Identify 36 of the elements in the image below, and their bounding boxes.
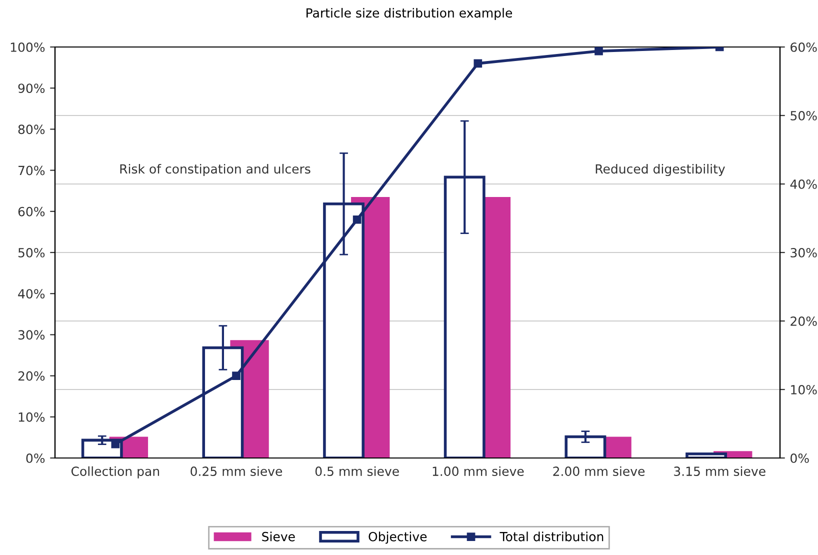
bar (686, 452, 728, 458)
x-tick-label: 2.00 mm sieve (553, 466, 645, 476)
point (474, 59, 482, 68)
y-tick-label: 100% (10, 42, 45, 52)
y-tick-label: 60% (18, 206, 45, 216)
x-tick-label: 1.00 mm sieve (432, 466, 524, 476)
annotation: Reduced digestibility (596, 164, 725, 176)
y2-tick-label: 60% (790, 42, 817, 52)
x-tick-label: 0.5 mm sieve (315, 466, 399, 476)
y-tick-label: 10% (18, 412, 45, 422)
y-tick-label: 70% (18, 166, 45, 176)
y-tick-label: 0% (26, 453, 45, 463)
y2-tick-label: 10% (791, 384, 817, 394)
bar (564, 435, 606, 458)
x-tick-label: 0.25 mm sieve (190, 466, 282, 476)
x-tick-label: Collection pan (71, 466, 160, 478)
y-tick-label: 30% (18, 330, 45, 340)
y-tick-label: 90% (18, 84, 45, 94)
chart-title: Particle size distribution example (306, 8, 512, 20)
y2-tick-label: 40% (790, 179, 817, 189)
y-tick-label: 80% (18, 124, 45, 134)
y-tick-label: 20% (18, 371, 45, 381)
y2-tick-label: 50% (790, 110, 817, 120)
legend-label: Total distribution (500, 532, 604, 542)
y-tick-label: 40% (18, 289, 45, 299)
y-tick-label: 50% (18, 248, 45, 258)
legend-label: Objective (368, 532, 427, 544)
legend-label: Sieve (262, 532, 295, 542)
x-tick-label: 3.15 mm sieve (674, 466, 766, 476)
point (352, 215, 362, 224)
point (232, 372, 240, 380)
y2-tick-label: 30% (790, 248, 817, 258)
y2-tick-label: 20% (790, 316, 817, 326)
annotation: Risk of constipation and ulcers (120, 164, 310, 176)
y2-tick-label: 0% (790, 453, 809, 463)
point (594, 47, 603, 56)
